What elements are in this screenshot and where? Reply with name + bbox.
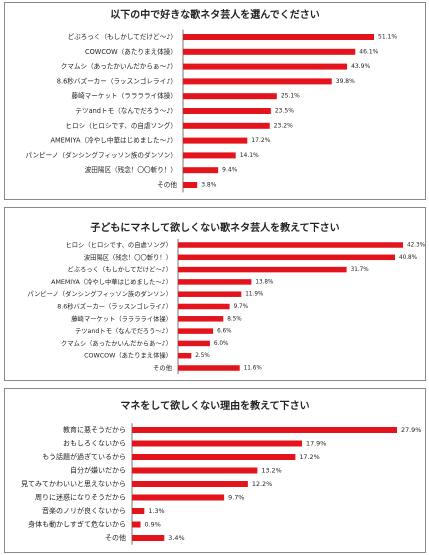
y-tick-label: 身体も動かしすぎて危ないから [28, 520, 126, 529]
bar [132, 535, 165, 541]
bar [183, 152, 236, 159]
bar [183, 48, 356, 55]
y-tick-label: その他 [157, 180, 177, 189]
data-label: 40.8% [399, 255, 418, 261]
data-label: 3.4% [168, 534, 184, 542]
bar [132, 508, 145, 514]
y-tick-label: どぶろっく（もしかしてだけど～♪） [67, 33, 177, 41]
data-label: 13.8% [255, 279, 274, 285]
data-label: 11.9% [245, 292, 264, 298]
y-tick-label: テツandトモ（なんでだろう～♪） [75, 107, 177, 115]
bar [132, 521, 141, 528]
y-tick-label: 音楽のノリが良くないから [42, 506, 126, 515]
bar [178, 266, 347, 273]
bar [132, 481, 248, 487]
data-label: 9.7% [234, 304, 249, 310]
bar [132, 427, 397, 433]
y-tick-label: 教育に悪そうだから [63, 425, 126, 434]
y-tick-label: 見てみてかわいいと思えないから [21, 480, 126, 488]
bar [132, 494, 225, 501]
bar [183, 93, 277, 100]
y-tick-label: 自分が嫌いだから [70, 466, 126, 475]
data-label: 6.0% [214, 341, 229, 347]
y-tick-label: 8.6秒バズーカー（ラッスンゴレライ♪） [57, 76, 177, 85]
bar [183, 78, 332, 85]
data-label: 3.8% [201, 182, 217, 189]
y-tick-label: パンピーノ（ダンシングフィッソン族のダンソン） [26, 150, 177, 159]
data-label: 39.8% [336, 78, 355, 85]
bar [178, 352, 192, 359]
bar [178, 242, 403, 248]
y-tick-label: どぶろっく（もしかしてだけど～♪） [67, 266, 172, 274]
bar [178, 279, 252, 285]
y-tick-label: 波田陽区（残念！〇〇斬り！） [84, 252, 172, 261]
data-label: 12.2% [252, 480, 272, 488]
y-tick-label: ヒロシ（ヒロシです、の自虐ソング） [65, 121, 177, 130]
bar [178, 303, 230, 310]
bar [183, 167, 219, 174]
bar [178, 340, 210, 347]
y-tick-label: COWCOW（あたりまえ体操） [84, 351, 172, 360]
y-tick-label: COWCOW（あたりまえ体操） [85, 47, 177, 56]
bar [132, 440, 303, 447]
data-label: 6.6% [217, 329, 232, 335]
data-label: 17.2% [299, 453, 319, 461]
y-tick-label: AMEMIYA（冷やし中華はじめました～♪） [50, 136, 177, 145]
data-label: 13.2% [261, 467, 281, 475]
chart-title: 子どもにマネして欲しくない歌ネタ芸人を教えて下さい [90, 221, 339, 234]
data-label: 2.5% [195, 353, 210, 359]
bar [178, 291, 242, 297]
bar [178, 254, 396, 261]
y-tick-label: テツandトモ（なんでだろう～♪） [75, 327, 172, 335]
data-label: 9.4% [222, 167, 238, 174]
bar [132, 454, 296, 460]
y-tick-label: おもしろくないから [63, 440, 126, 448]
data-label: 43.9% [351, 63, 370, 70]
bar [183, 34, 374, 40]
bar [178, 316, 224, 322]
data-label: 11.6% [244, 366, 263, 372]
data-label: 46.1% [359, 48, 378, 55]
y-tick-label: その他 [153, 363, 173, 372]
chart-title: 以下の中で好きな歌ネタ芸人を選んでください [110, 8, 320, 21]
data-label: 51.1% [378, 34, 397, 41]
data-label: 14.1% [240, 152, 259, 159]
y-tick-label: 周りに迷惑になりそうだから [35, 493, 126, 502]
y-tick-label: ヒロシ（ヒロシです、の自虐ソング） [65, 240, 172, 249]
data-label: 31.7% [351, 267, 370, 273]
y-tick-label: 藤崎マーケット（ラララライ体操） [71, 314, 172, 323]
data-label: 17.9% [306, 440, 326, 448]
bar [183, 63, 348, 70]
data-label: 23.5% [275, 108, 294, 115]
bar [178, 365, 240, 371]
bar [132, 467, 258, 474]
y-tick-label: 8.6秒バズーカー（ラッスンゴレライ♪） [57, 302, 172, 311]
y-tick-label: AMEMIYA（冷やし中華はじめました～♪） [51, 277, 172, 286]
data-label: 27.9% [401, 426, 421, 434]
data-label: 23.2% [274, 122, 293, 129]
bar [183, 108, 271, 114]
y-tick-label: もう話題が過ぎているから [42, 452, 126, 461]
y-tick-label: 藤崎マーケット（ラララライ体操） [72, 91, 178, 100]
y-tick-label: 波田陽区（残念！〇〇斬り！） [85, 165, 177, 174]
y-tick-label: クマムシ（あったかいんだからぁ～♪） [61, 63, 177, 71]
y-tick-label: その他 [105, 533, 126, 542]
data-label: 1.3% [148, 507, 164, 515]
bar [183, 137, 248, 144]
bar [183, 182, 198, 188]
data-label: 9.7% [228, 494, 244, 502]
data-label: 8.5% [227, 316, 242, 322]
data-label: 0.9% [145, 521, 161, 529]
data-label: 42.3% [407, 243, 426, 249]
data-label: 25.1% [281, 93, 300, 100]
y-tick-label: パンピーノ（ダンシングフィッソン族のダンソン） [27, 289, 172, 298]
y-tick-label: クマムシ（あったかいんだからあ～♪） [61, 339, 172, 347]
bar [183, 122, 270, 129]
data-label: 17.2% [251, 137, 270, 144]
chart-title: マネをして欲しくない理由を教えて下さい [120, 399, 309, 412]
bar [178, 328, 214, 334]
